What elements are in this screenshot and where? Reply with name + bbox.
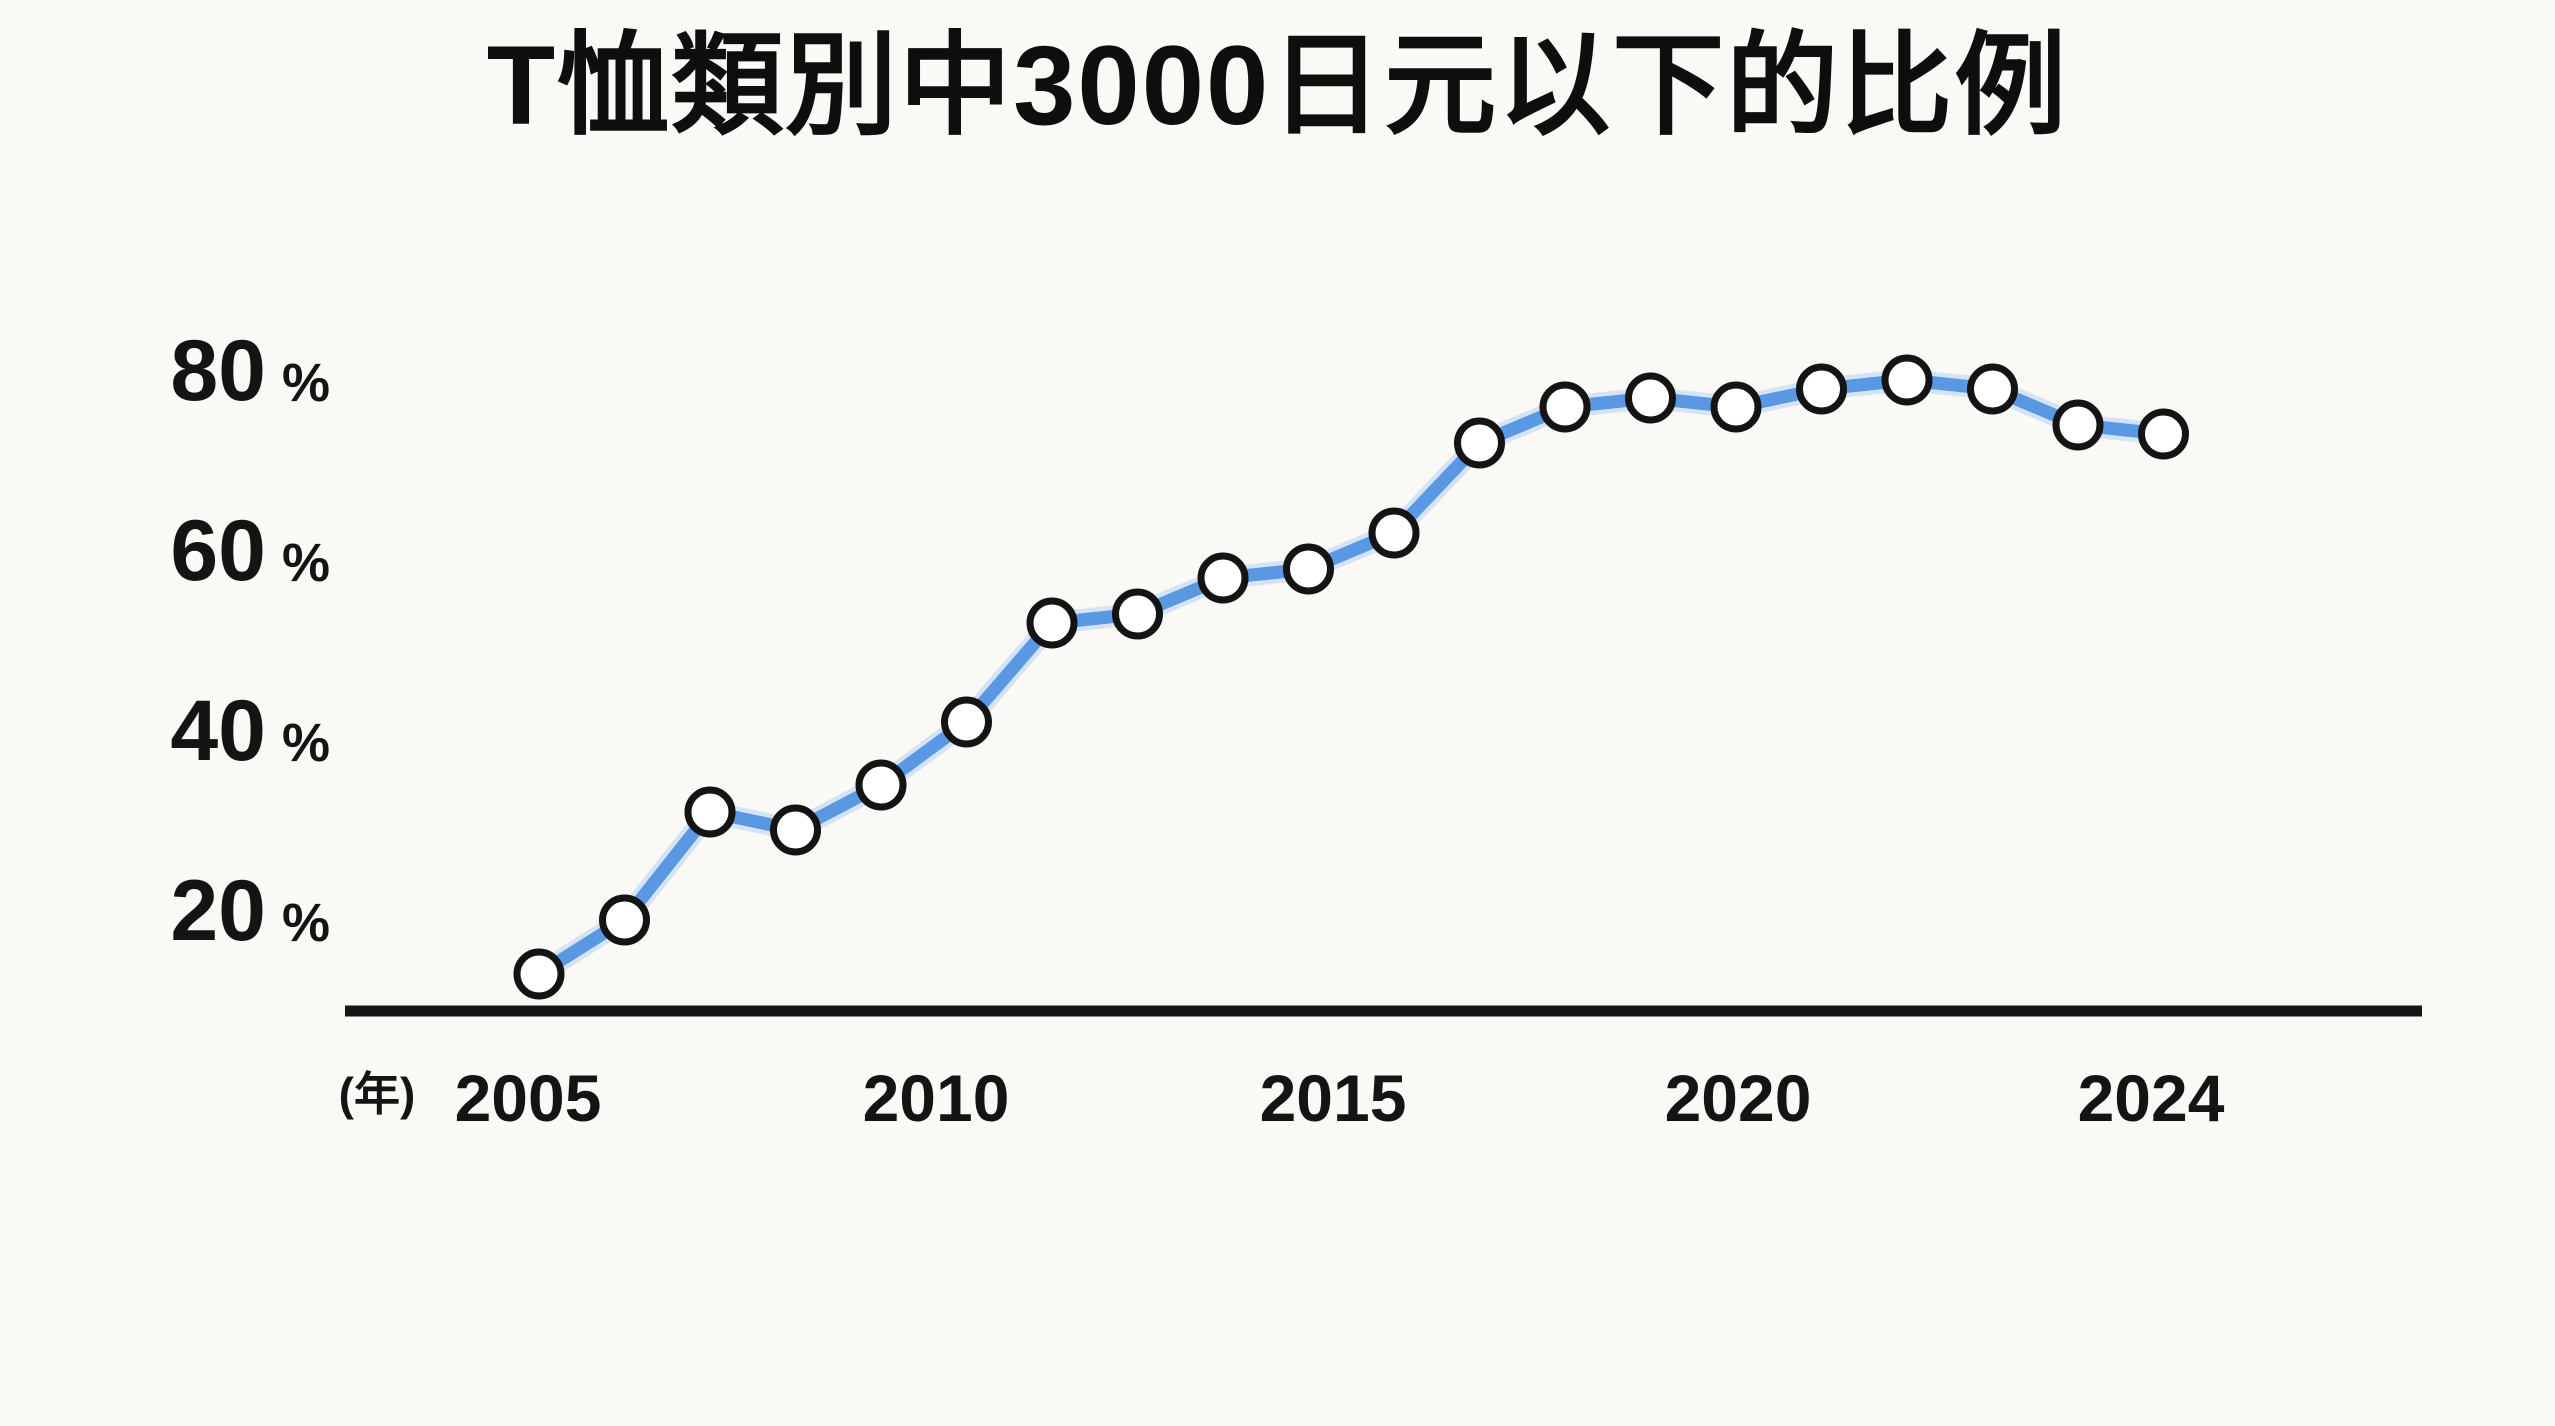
x-axis-unit-label: (年) <box>339 1068 416 1120</box>
data-point-2008 <box>770 804 821 856</box>
chart-title: T恤類別中3000日元以下的比例 <box>486 23 2069 148</box>
x-tick-label-2024: 2024 <box>2078 1061 2225 1135</box>
y-tick-label-60: 60 <box>170 503 266 599</box>
data-point-2015 <box>1368 507 1420 559</box>
x-tick-label-2020: 2020 <box>1665 1061 1812 1135</box>
line-series-halo <box>528 369 2175 985</box>
y-tick-suffix-20: % <box>282 893 330 953</box>
data-point-2020 <box>1796 363 1847 415</box>
data-point-2007 <box>684 786 736 838</box>
y-tick-label-20: 20 <box>170 863 266 959</box>
data-point-2023 <box>2052 399 2104 451</box>
y-tick-label-40: 40 <box>170 683 266 779</box>
data-point-2011 <box>1026 597 1078 649</box>
data-point-2024 <box>2138 408 2189 460</box>
data-point-2018 <box>1625 372 1676 424</box>
y-tick-suffix-80: % <box>282 353 330 413</box>
data-point-2013 <box>1197 552 1249 604</box>
data-point-2014 <box>1283 543 1334 595</box>
x-tick-label-2010: 2010 <box>863 1061 1010 1135</box>
data-point-2022 <box>1967 363 2018 415</box>
data-point-2019 <box>1710 381 1762 433</box>
data-point-2006 <box>599 894 650 946</box>
x-tick-label-2015: 2015 <box>1260 1061 1407 1135</box>
y-tick-suffix-40: % <box>282 713 330 773</box>
data-point-2012 <box>1112 588 1163 640</box>
line-series <box>532 373 2170 981</box>
data-point-2021 <box>1881 354 1933 406</box>
data-point-2005 <box>513 948 565 1000</box>
y-tick-label-80: 80 <box>170 323 266 419</box>
x-tick-label-2005: 2005 <box>455 1061 602 1135</box>
y-tick-suffix-60: % <box>282 533 330 593</box>
data-point-2016 <box>1454 417 1505 469</box>
data-point-2017 <box>1539 381 1591 433</box>
data-point-2009 <box>855 759 907 811</box>
data-point-2010 <box>941 696 992 748</box>
